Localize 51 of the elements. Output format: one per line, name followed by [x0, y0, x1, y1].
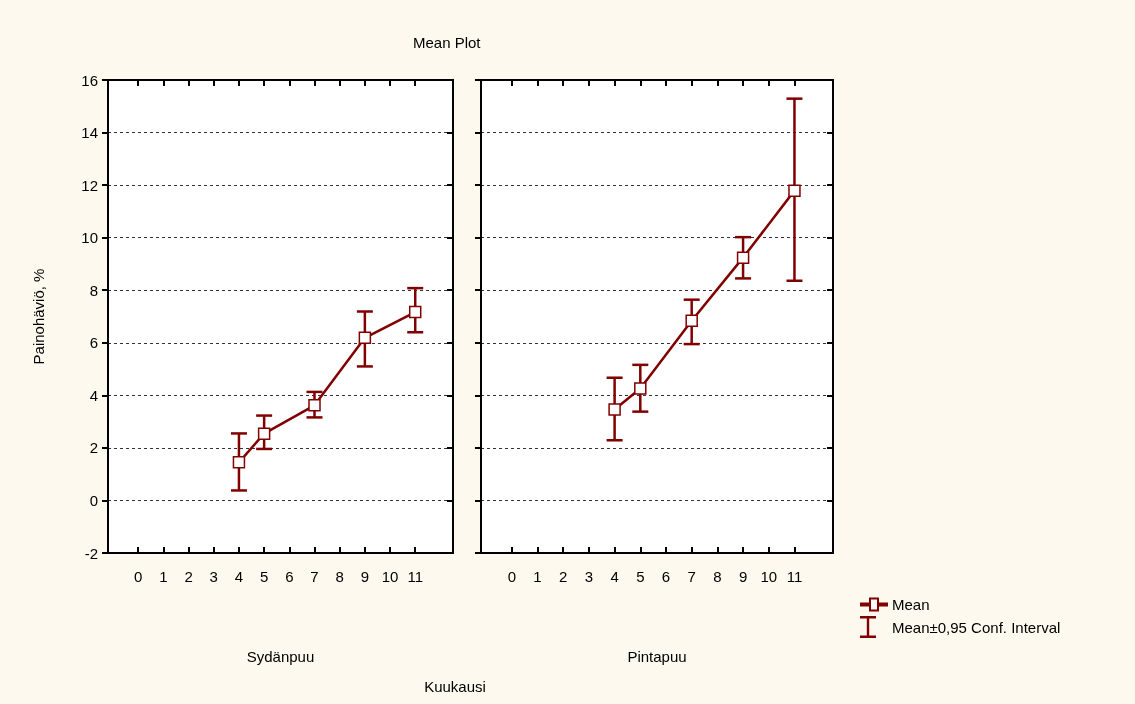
y-tick-label: -2 — [84, 544, 98, 562]
x-tick-label: 11 — [407, 568, 424, 585]
x-tick-label: 6 — [661, 568, 671, 585]
x-tick-label: 10 — [760, 568, 778, 585]
y-tick-label: 2 — [89, 439, 98, 457]
point — [408, 305, 422, 319]
point — [634, 382, 647, 395]
y-tick-label: 14 — [81, 124, 98, 142]
x-tick-label: 11 — [786, 568, 803, 585]
y-tick-label: 10 — [81, 229, 98, 247]
legend-label: Mean — [892, 596, 930, 613]
x-tick-label: 0 — [134, 568, 143, 585]
x-tick-label: 3 — [209, 568, 218, 585]
y-tick-label: 6 — [89, 334, 98, 352]
x-tick-label: 4 — [234, 568, 244, 585]
point — [736, 251, 750, 264]
y-tick-label: 8 — [89, 281, 98, 299]
x-tick-label: 10 — [381, 568, 399, 585]
x-tick-label: 2 — [559, 568, 568, 585]
x-tick-label: 8 — [713, 568, 722, 585]
point — [788, 184, 801, 197]
x-tick-label: 2 — [184, 568, 193, 585]
text: Mean±0,95 Conf. Interval — [892, 618, 1061, 636]
x-tick-label: 1 — [533, 568, 542, 585]
point — [257, 427, 271, 440]
x-tick-label: 7 — [687, 568, 696, 585]
x-tick-label: 3 — [584, 568, 594, 585]
y-tick-label: 12 — [81, 176, 98, 194]
x-tick-label: 5 — [259, 568, 269, 585]
point — [308, 399, 321, 412]
x-axis-title: Pintapuu — [627, 648, 687, 665]
x-tick-label: 4 — [610, 568, 619, 585]
point — [685, 314, 698, 327]
point — [358, 331, 372, 345]
point — [608, 403, 621, 416]
x-tick-label: 0 — [507, 568, 516, 585]
x-tick-label: 9 — [738, 568, 748, 585]
x-tick-label: 5 — [636, 568, 645, 585]
point — [232, 456, 246, 469]
x-axis-title: Sydänpuu — [246, 648, 315, 665]
y-tick-label: 16 — [81, 71, 98, 89]
y-tick-label: 4 — [89, 386, 98, 404]
x-tick-label: 8 — [335, 568, 344, 585]
text: Kuukausi — [424, 678, 486, 695]
y-axis-title: Painohäviö, % — [30, 268, 47, 365]
x-tick-label: 6 — [285, 568, 294, 585]
y-tick-label: 0 — [89, 491, 98, 509]
x-tick-label: 1 — [159, 568, 168, 585]
x-tick-label: 7 — [310, 568, 319, 585]
x-tick-label: 9 — [360, 568, 370, 585]
chart-title: Mean Plot — [413, 34, 482, 51]
